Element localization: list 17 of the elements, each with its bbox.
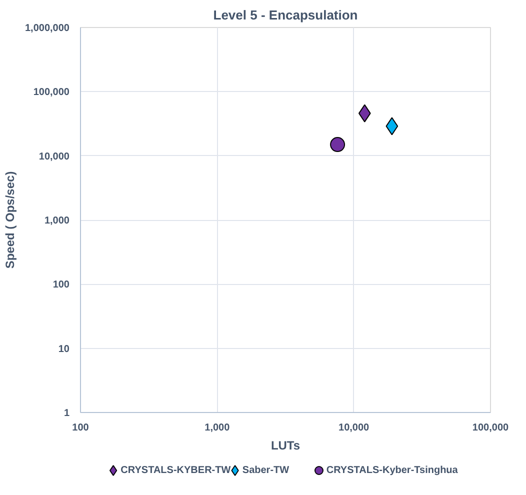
legend-label: CRYSTALS-Kyber-Tsinghua: [326, 465, 458, 476]
legend-label: CRYSTALS-KYBER-TW: [120, 465, 232, 476]
x-tick-label: 100,000: [472, 422, 510, 434]
y-tick-label: 1,000: [44, 216, 70, 226]
chart-title: Level 5 - Encapsulation: [213, 8, 358, 22]
x-tick-label: 1,000: [204, 422, 230, 434]
y-tick-label: 100,000: [33, 87, 70, 98]
x-axis-title: LUTs: [270, 438, 300, 452]
y-tick-label: 1,000,000: [25, 23, 70, 34]
x-tick-label: 10,000: [338, 422, 370, 434]
y-tick-label: 10,000: [38, 151, 70, 162]
y-tick-label: 100: [52, 280, 70, 291]
legend-label: Saber-TW: [242, 465, 290, 476]
y-tick-label: 1: [64, 408, 70, 419]
y-tick-label: 10: [58, 344, 70, 355]
x-tick-label: 100: [72, 422, 90, 434]
y-axis-title: Speed ( Ops/sec): [3, 171, 18, 269]
